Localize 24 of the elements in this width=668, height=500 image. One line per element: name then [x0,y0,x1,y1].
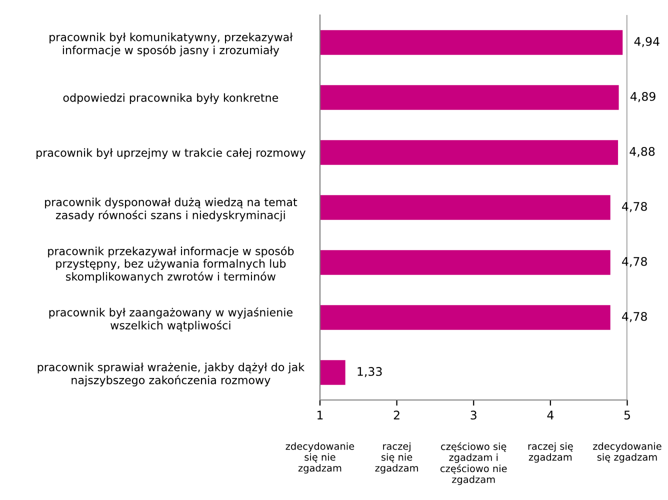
data-label: 4,94 [634,36,660,48]
y-tick-label: pracownik był komunikatywny, przekazywał informacje w sposób jasny i zrozumiały [50,32,293,56]
text: zdecydowanie się zgadzam [593,442,662,463]
x-tick-label: 3 [470,410,476,420]
data-label: 4,78 [622,202,647,212]
y-tick-label: pracownik sprawiał wrażenie, jakby dążył do jak najszybszego zakończenia rozmowy [38,362,305,386]
data-label: 1,33 [358,366,382,378]
y-tick-label: pracownik był uprzejmy w trakcie całej rozmowy [36,148,306,160]
x-tick-label: 5 [624,410,630,420]
data-label: 4,89 [630,92,656,102]
text: raczej się nie zgadzam [375,442,418,474]
text: zdecydowanie się nie zgadzam [286,442,354,474]
data-label: 4,78 [622,256,647,268]
y-tick-label: pracownik przekazywał informacje w sposób przystępny, bez używania formalnych lub skomplikowanych zwrotów i terminów [48,246,294,283]
y-tick-label: pracownik dysponował dużą wiedzą na temat zasady równości szans i niedyskryminacji [45,198,298,222]
y-tick-label: odpowiedzi pracownika były konkretne [63,93,278,104]
data-label: 4,78 [622,312,647,322]
x-tick-label: 4 [547,410,554,420]
data-label: 4,88 [630,146,655,158]
x-tick-label: 1 [318,410,323,420]
text: częściowo się zgadzam i częściowo nie zgadzam [440,442,507,485]
text: raczej się zgadzam [528,442,573,463]
x-tick-label: 2 [394,410,400,420]
y-tick-label: pracownik był zaangażowany w wyjaśnienie wszelkich wątpliwości [49,307,292,332]
